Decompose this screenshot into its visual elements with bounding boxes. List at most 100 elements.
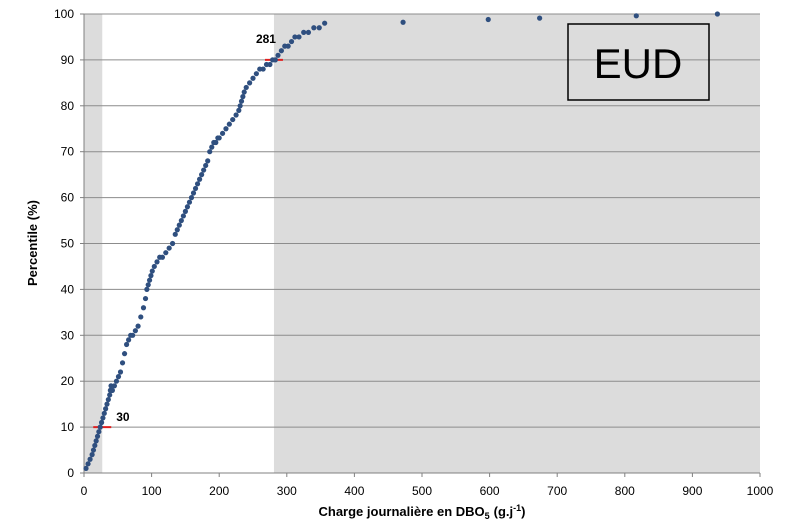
data-point-0-41 [151,263,157,270]
y-tick-label-50: 50 [61,237,75,251]
data-point-0-52 [180,213,186,219]
data-point-0-36 [144,286,150,292]
data-point-0-32 [135,323,141,329]
data-point-0-4 [90,447,97,453]
data-point-0-82 [247,80,253,86]
x-axis-title-close: ) [521,504,525,519]
data-point-0-105 [537,15,543,21]
data-point-0-57 [190,190,197,196]
eud-badge-text: EUD [594,40,683,87]
y-tick-label-20: 20 [61,374,75,388]
marker-label-30: 30 [116,410,130,424]
data-point-0-11 [100,415,106,421]
data-point-0-44 [159,254,166,260]
data-point-0-47 [169,240,176,247]
data-point-0-30 [130,332,136,338]
x-tick-label-900: 900 [682,484,702,498]
data-point-0-20 [109,387,115,393]
x-axis-title-unit: (g.j [494,504,514,519]
data-point-0-75 [233,112,239,118]
data-point-0-102 [322,20,328,26]
data-point-0-61 [199,172,205,178]
data-point-0-62 [201,167,207,173]
data-point-0-90 [272,57,278,63]
data-point-0-106 [633,13,639,19]
data-point-0-35 [142,295,149,302]
data-point-0-15 [105,396,111,403]
data-point-0-6 [93,438,99,444]
eud-badge: EUD [567,23,710,101]
data-point-0-50 [176,222,182,228]
y-tick-label-80: 80 [61,99,75,113]
data-point-0-16 [107,392,113,398]
data-point-0-10 [98,419,105,426]
x-axis-title: Charge journalière en DBO5 (g.j-1) [318,503,525,521]
data-point-0-104 [485,16,491,23]
data-point-0-13 [103,406,109,412]
data-point-0-7 [94,433,101,439]
data-point-0-98 [301,29,307,35]
data-point-0-21 [111,383,118,389]
y-tick-label-0: 0 [67,466,74,480]
data-point-0-86 [260,66,266,72]
data-point-0-66 [209,144,215,150]
data-point-0-45 [163,250,169,256]
y-tick-labels: 0 10 20 30 40 50 60 70 80 90 100 [54,7,84,480]
data-point-0-74 [230,116,236,123]
data-point-0-58 [192,185,199,192]
x-tick-label-0: 0 [81,484,88,498]
data-point-0-59 [194,181,201,187]
x-tick-label-100: 100 [142,484,162,498]
data-point-0-42 [154,259,160,265]
data-point-0-39 [148,273,154,279]
y-tick-label-90: 90 [61,53,75,67]
data-point-0-49 [174,227,180,233]
data-point-0-101 [316,25,322,31]
data-point-0-23 [115,374,122,380]
data-point-0-46 [166,245,172,251]
data-point-0-22 [113,378,120,384]
data-point-0-14 [104,401,110,407]
data-point-0-78 [238,98,245,104]
y-tick-label-60: 60 [61,191,75,205]
data-point-0-5 [92,442,98,449]
x-tick-label-800: 800 [615,484,635,498]
data-point-0-8 [96,429,102,435]
x-tick-label-600: 600 [480,484,500,498]
data-point-0-100 [311,25,317,31]
data-point-0-9 [97,424,103,430]
y-tick-label-100: 100 [54,7,74,21]
data-point-0-96 [292,34,298,40]
data-point-0-76 [236,107,242,113]
data-point-0-0 [83,465,89,472]
data-point-0-79 [240,94,246,100]
data-point-0-97 [296,34,302,40]
data-point-0-84 [253,71,259,77]
data-point-0-95 [288,38,295,45]
data-point-0-12 [101,410,107,416]
data-point-0-51 [178,217,184,224]
y-tick-label-30: 30 [61,328,75,342]
data-point-0-81 [243,84,249,91]
y-axis-title: Percentile (%) [25,200,40,286]
data-point-0-53 [182,208,188,214]
data-point-0-83 [250,75,256,81]
data-point-0-94 [285,43,291,49]
data-point-0-33 [138,314,144,320]
data-point-0-55 [186,199,193,205]
data-point-0-24 [117,369,124,375]
data-point-0-71 [219,130,226,136]
x-tick-label-400: 400 [344,484,364,498]
gridlines [84,13,760,428]
data-point-0-103 [400,19,406,25]
x-axis-title-main: Charge journalière en DBO [318,504,484,519]
y-tick-label-70: 70 [61,145,75,159]
data-point-0-48 [172,231,178,237]
x-tick-label-300: 300 [277,484,297,498]
y-tick-label-10: 10 [61,420,75,434]
data-point-0-72 [223,126,229,132]
data-point-0-28 [126,337,132,343]
data-point-0-107 [714,11,721,17]
data-point-0-40 [149,268,155,274]
